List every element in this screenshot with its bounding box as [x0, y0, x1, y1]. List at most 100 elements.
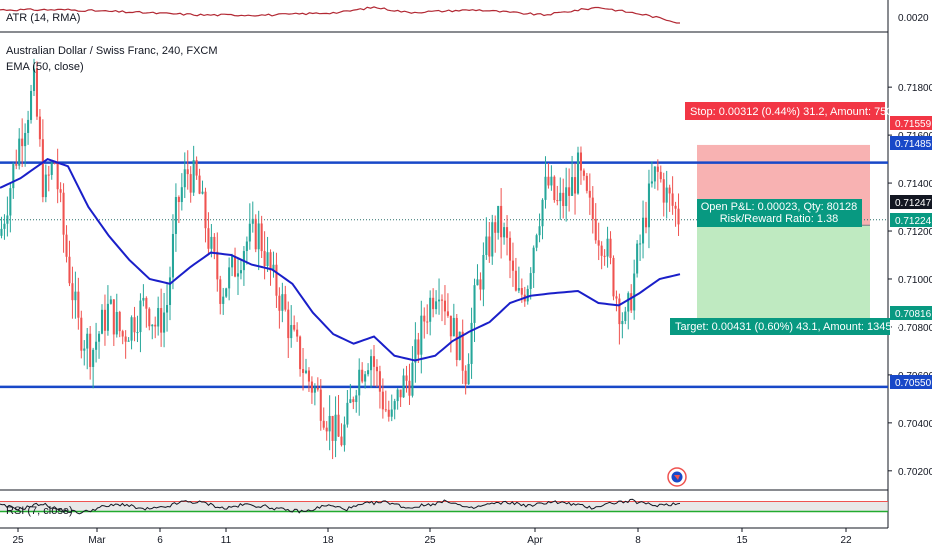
candle: [343, 416, 346, 452]
candle-body: [367, 370, 370, 375]
candle-body: [334, 414, 337, 441]
candle-body: [92, 349, 95, 367]
candle-body: [168, 277, 172, 305]
candle-body: [370, 356, 373, 371]
candle-body: [35, 68, 38, 117]
atr-legend[interactable]: ATR (14, RMA): [6, 12, 80, 24]
candle: [594, 203, 597, 244]
candle: [393, 398, 396, 420]
candle: [38, 109, 41, 147]
candle: [219, 275, 222, 315]
candle: [538, 213, 541, 243]
candle-body: [213, 236, 216, 252]
candle-body: [112, 299, 115, 335]
candle: [154, 316, 157, 339]
candle-body: [0, 228, 3, 236]
candle: [293, 315, 296, 332]
candle: [408, 363, 411, 405]
time-axis[interactable]: 25 Mar 6 11 18 25 Apr 8 15 22: [12, 528, 852, 546]
candle: [207, 212, 210, 256]
rsi-legend[interactable]: RSI (7, close): [6, 505, 73, 517]
candle-body: [6, 215, 9, 224]
candle-body: [12, 164, 15, 189]
candle: [307, 367, 310, 392]
candle-body: [89, 333, 92, 367]
candle-body: [656, 166, 659, 172]
candle-body: [299, 336, 302, 370]
candle: [461, 319, 464, 384]
target-label-box[interactable]: [670, 318, 890, 335]
candle-body: [535, 235, 538, 248]
candle-body: [390, 409, 393, 417]
candle-body: [95, 341, 98, 350]
position-zones: [697, 144, 870, 324]
candle: [284, 285, 287, 312]
candle-body: [618, 298, 621, 325]
candle: [600, 241, 603, 270]
candle: [198, 168, 201, 195]
candle-body: [621, 320, 624, 325]
candle-body: [304, 370, 308, 373]
candle: [92, 347, 95, 389]
candle-body: [21, 138, 24, 147]
candle: [74, 271, 77, 319]
candle: [506, 215, 509, 256]
candle-body: [576, 152, 580, 194]
candle: [195, 156, 198, 180]
candle: [665, 170, 668, 219]
candle-body: [482, 254, 485, 290]
candle-body: [62, 192, 65, 235]
tag-last: 0.71247: [890, 195, 932, 209]
candle-body: [263, 251, 266, 266]
candle: [547, 163, 550, 189]
candle: [488, 221, 491, 263]
candle-body: [331, 415, 334, 441]
time-tick-label: Mar: [88, 535, 106, 546]
candle-body: [50, 162, 53, 175]
candle: [180, 173, 183, 211]
ema-legend[interactable]: EMA (50, close): [6, 61, 84, 73]
candle: [636, 240, 639, 278]
symbol-legend[interactable]: Australian Dollar / Swiss Franc, 240, FX…: [6, 45, 218, 57]
candle-body: [189, 174, 192, 193]
stop-label-box[interactable]: [685, 102, 885, 120]
candle: [86, 327, 89, 370]
candle: [402, 368, 405, 398]
candle: [423, 307, 426, 339]
candle-body: [328, 415, 331, 432]
candle: [299, 335, 302, 377]
candle: [349, 383, 352, 404]
candle-body: [47, 174, 50, 176]
candle-body: [606, 238, 609, 257]
candle-body: [204, 191, 207, 229]
candle-body: [579, 152, 582, 171]
rsi-pane: [0, 498, 888, 515]
candle: [177, 195, 180, 224]
candle-body: [136, 332, 139, 334]
candle: [568, 168, 571, 212]
svg-text:0.70816: 0.70816: [895, 309, 932, 320]
candle-body: [260, 223, 263, 252]
candle-body: [83, 348, 86, 351]
ema-line: [0, 157, 681, 362]
candle-body: [600, 245, 603, 256]
candle-body: [674, 205, 677, 209]
candle-body: [343, 424, 346, 446]
candle-body: [139, 300, 142, 333]
candle: [464, 365, 467, 395]
economic-event-icon[interactable]: [667, 467, 687, 487]
time-tick-label: 6: [157, 535, 163, 546]
candle-body: [9, 188, 12, 216]
candle: [62, 183, 65, 253]
candle-body: [186, 169, 189, 175]
candle: [372, 345, 376, 387]
candle-body: [236, 273, 240, 277]
pnl-label-box[interactable]: [697, 199, 862, 227]
candle-body: [18, 138, 21, 166]
candle: [254, 214, 257, 253]
candle-body: [541, 199, 544, 227]
candle: [334, 396, 337, 458]
candle-body: [278, 295, 281, 311]
candle-body: [183, 169, 186, 188]
